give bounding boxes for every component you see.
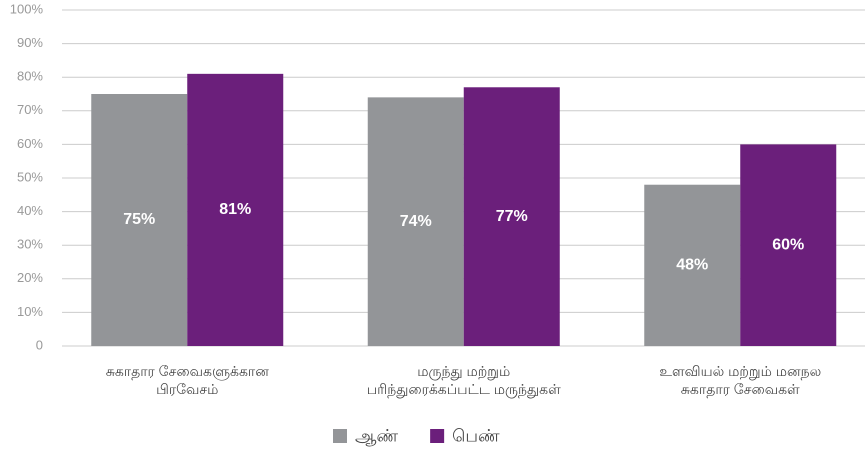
data-label: 60% xyxy=(772,236,804,253)
legend-swatch xyxy=(333,429,347,443)
x-tick-label: சுகாதார சேவைகளுக்கான பிரவேசம் xyxy=(105,363,269,397)
bar xyxy=(367,97,464,346)
y-tick-label: 20% xyxy=(17,270,43,285)
bar xyxy=(187,73,284,346)
legend-label: பெண் xyxy=(452,426,500,445)
x-tick-label: மருந்து மற்றும் பரிந்துரைக்கப்பட்ட மருந்… xyxy=(366,363,561,397)
y-tick-label: 100% xyxy=(10,1,44,16)
y-tick-label: 10% xyxy=(17,304,43,319)
y-tick-label: 80% xyxy=(17,69,43,84)
y-tick-label: 60% xyxy=(17,136,43,151)
legend-swatch xyxy=(430,429,445,443)
data-label: 48% xyxy=(676,257,708,274)
data-label: 81% xyxy=(219,201,251,218)
y-tick-label: 30% xyxy=(17,237,43,252)
y-tick-label: 40% xyxy=(17,203,43,218)
y-tick-label: 70% xyxy=(17,102,43,117)
x-tick-label: உளவியல் மற்றும் மனநல சுகாதார சேவைகள் xyxy=(659,363,822,397)
y-tick-label: 50% xyxy=(17,169,43,184)
bar xyxy=(463,87,560,346)
bar xyxy=(644,184,741,346)
bar xyxy=(740,144,837,346)
data-label: 77% xyxy=(496,208,528,225)
bar xyxy=(91,94,188,346)
data-label: 74% xyxy=(400,213,432,230)
y-tick-label: 90% xyxy=(17,35,43,50)
y-tick-label: 0 xyxy=(36,337,43,352)
legend-label: ஆண் xyxy=(355,426,398,445)
data-label: 75% xyxy=(123,211,155,228)
